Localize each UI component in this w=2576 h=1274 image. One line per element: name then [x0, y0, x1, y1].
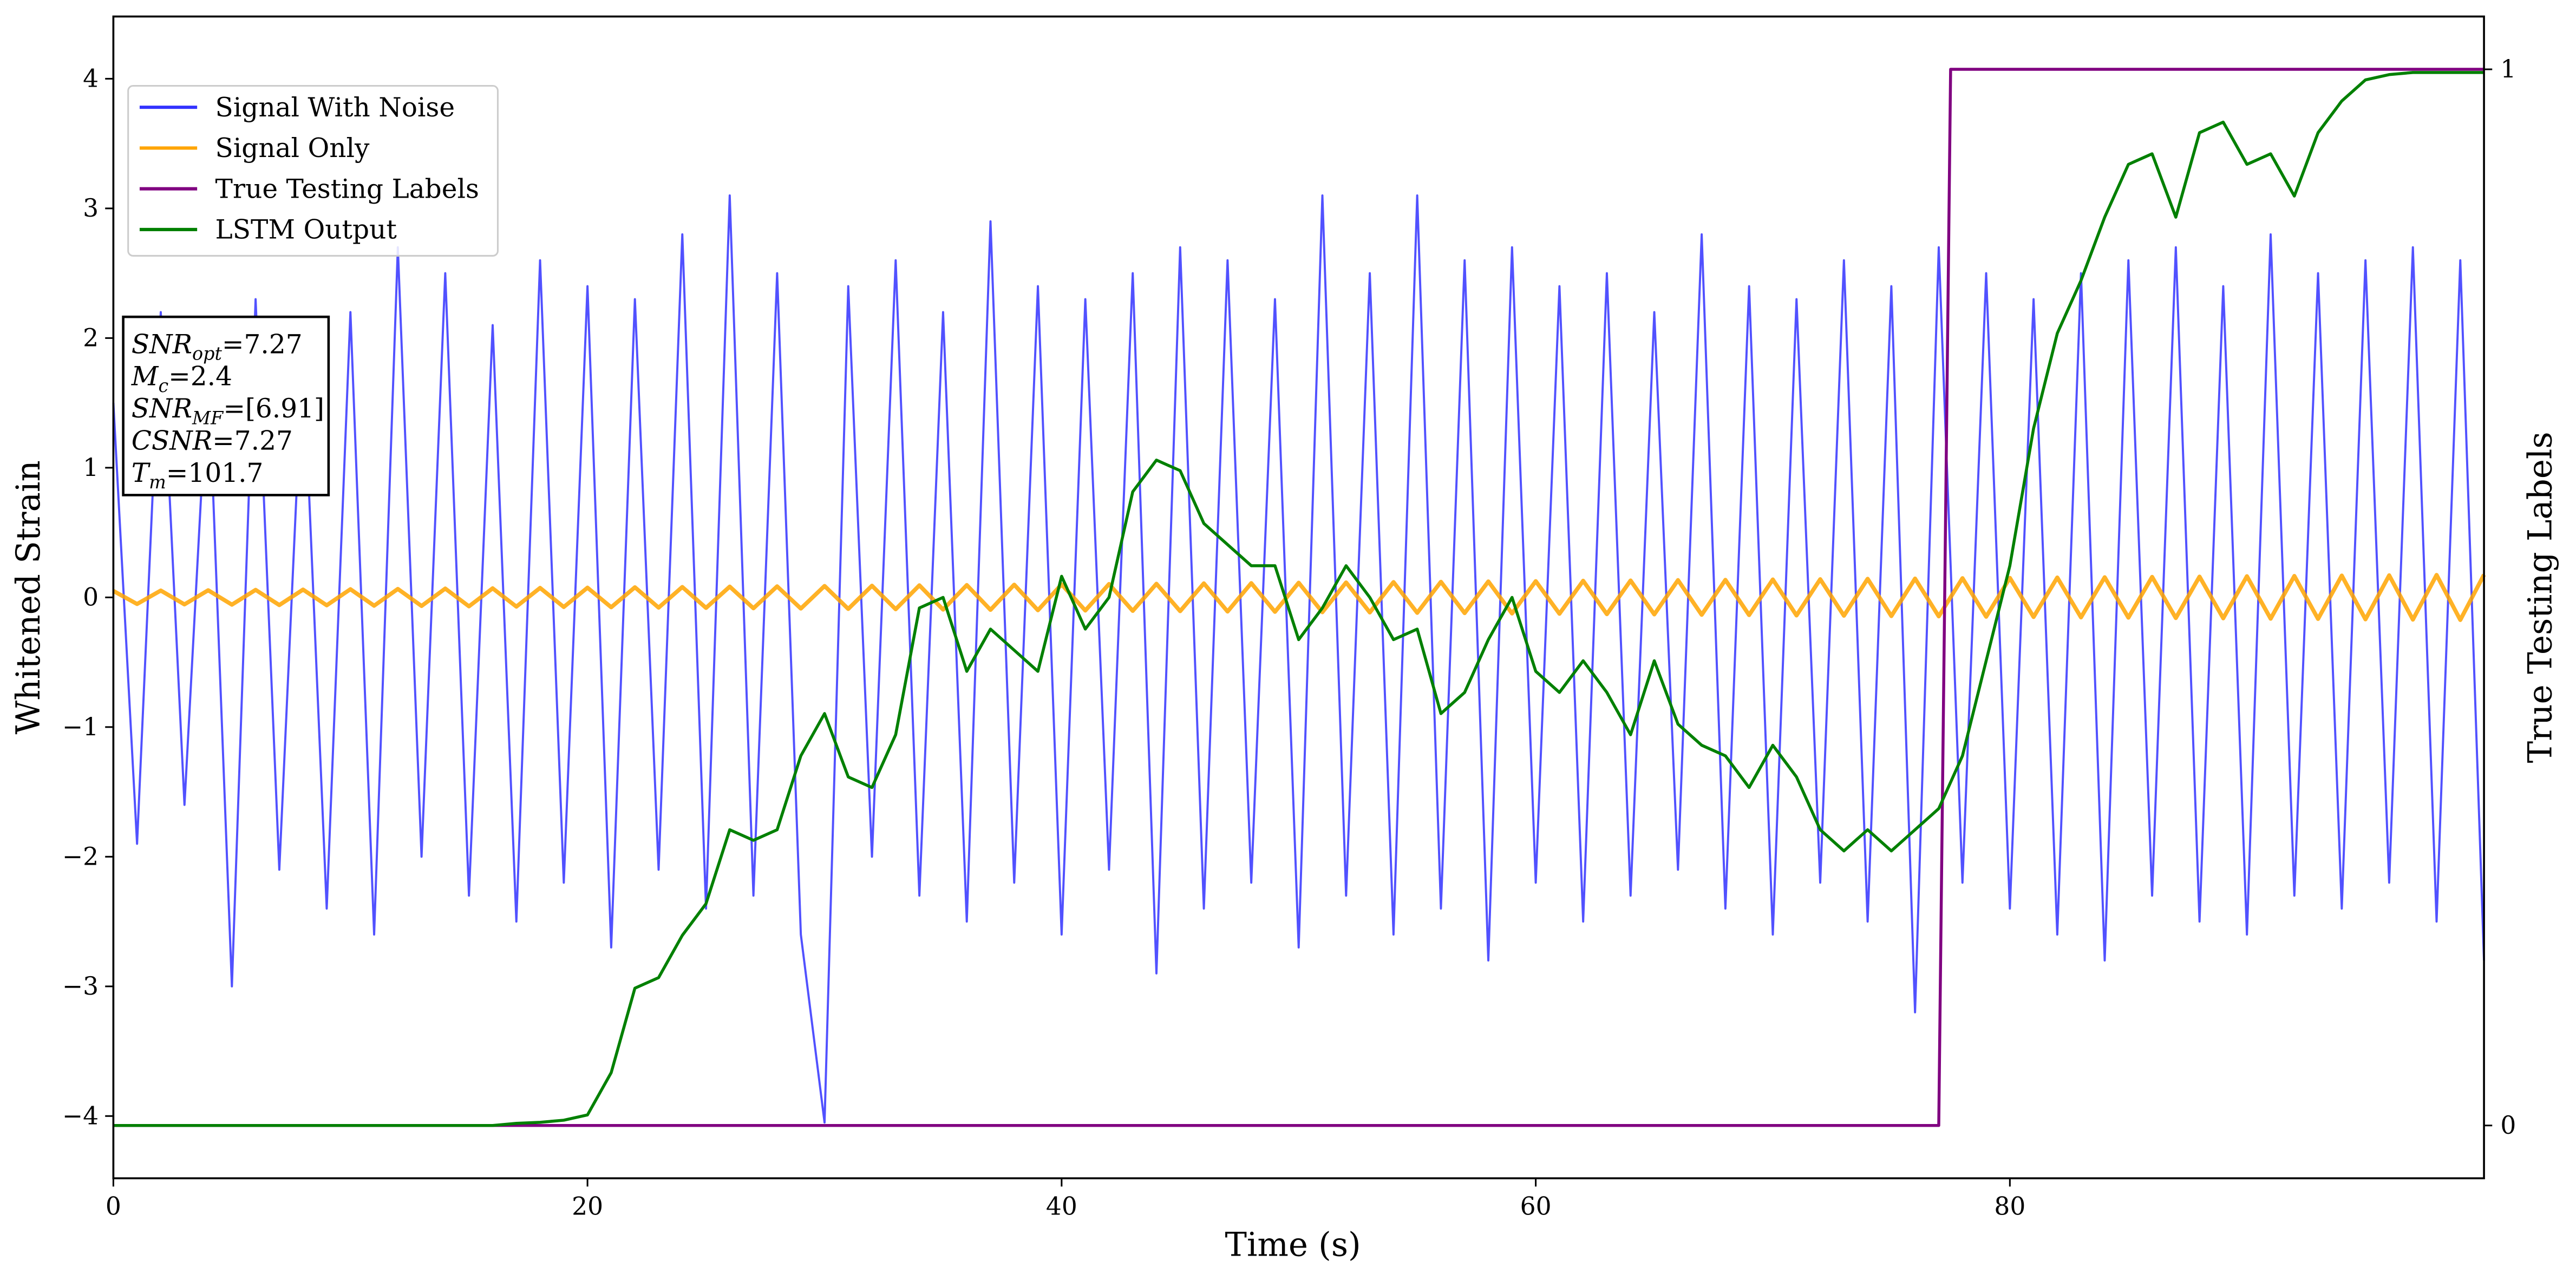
y-tick-label: 2 — [83, 324, 99, 352]
x-tick-label: 80 — [1994, 1192, 2025, 1220]
annotation-line: SNRMF=[6.91] — [132, 394, 324, 428]
annotation-text: =7.27 — [222, 329, 303, 360]
annotation-subscript: MF — [192, 407, 224, 428]
legend-label: LSTM Output — [215, 215, 397, 245]
x-tick-label: 40 — [1046, 1192, 1077, 1220]
annotation-text: =[6.91] — [223, 394, 324, 424]
annotation-symbol: M — [131, 362, 159, 392]
annotation-line: Mc=2.4 — [131, 362, 232, 396]
y-tick-label: 0 — [83, 583, 99, 611]
annotation-line: CSNR=7.27 — [132, 426, 293, 456]
legend-box — [127, 84, 499, 257]
x-tick-label: 60 — [1520, 1192, 1552, 1220]
annotation-symbol: SNR — [132, 394, 192, 424]
series-line — [113, 71, 2485, 1127]
annotation-symbol: CSNR — [132, 426, 212, 456]
annotation-subscript: m — [149, 472, 166, 493]
series-line — [112, 573, 2486, 622]
legend-label: Signal Only — [215, 133, 370, 164]
x-axis-label: Time (s) — [1225, 1226, 1361, 1264]
x-tick-label: 20 — [572, 1192, 603, 1220]
y2-axis-label: True Testing Labels — [2522, 432, 2560, 763]
y-tick-label: −3 — [62, 972, 99, 1001]
x-tick-label: 0 — [106, 1192, 121, 1220]
annotation: SNRopt=7.27Mc=2.4SNRMF=[6.91]CSNR=7.27Tm… — [122, 315, 330, 496]
annotation-text: =2.4 — [168, 362, 232, 392]
annotation-symbol: T — [132, 458, 151, 488]
y-axis-label: Whitened Strain — [10, 460, 48, 734]
y-tick-label: −4 — [62, 1101, 99, 1130]
y2-tick-label: 1 — [2500, 55, 2516, 83]
y2-tick-label: 0 — [2500, 1111, 2516, 1140]
annotation-subscript: c — [158, 375, 168, 396]
series-line — [112, 194, 2486, 1124]
plot-area — [112, 68, 2486, 1127]
annotation-text: =101.7 — [166, 458, 264, 488]
legend-label: True Testing Labels — [215, 174, 479, 204]
annotation-box — [122, 315, 330, 496]
series-line — [113, 68, 2485, 1127]
y-tick-label: 4 — [83, 64, 99, 93]
annotation-line: Tm=101.7 — [132, 458, 264, 493]
annotation-line: SNRopt=7.27 — [132, 329, 303, 364]
annotation-symbol: SNR — [132, 329, 192, 360]
y-tick-label: −2 — [62, 842, 99, 871]
legend-label: Signal With Noise — [215, 93, 455, 123]
annotation-subscript: opt — [192, 343, 222, 364]
annotation-text: =7.27 — [212, 426, 293, 456]
legend: Signal With Noise Signal Only True Testing… — [127, 84, 499, 257]
y-tick-label: −1 — [62, 713, 99, 741]
y-tick-label: 3 — [83, 194, 99, 223]
y-tick-label: 1 — [83, 453, 99, 482]
